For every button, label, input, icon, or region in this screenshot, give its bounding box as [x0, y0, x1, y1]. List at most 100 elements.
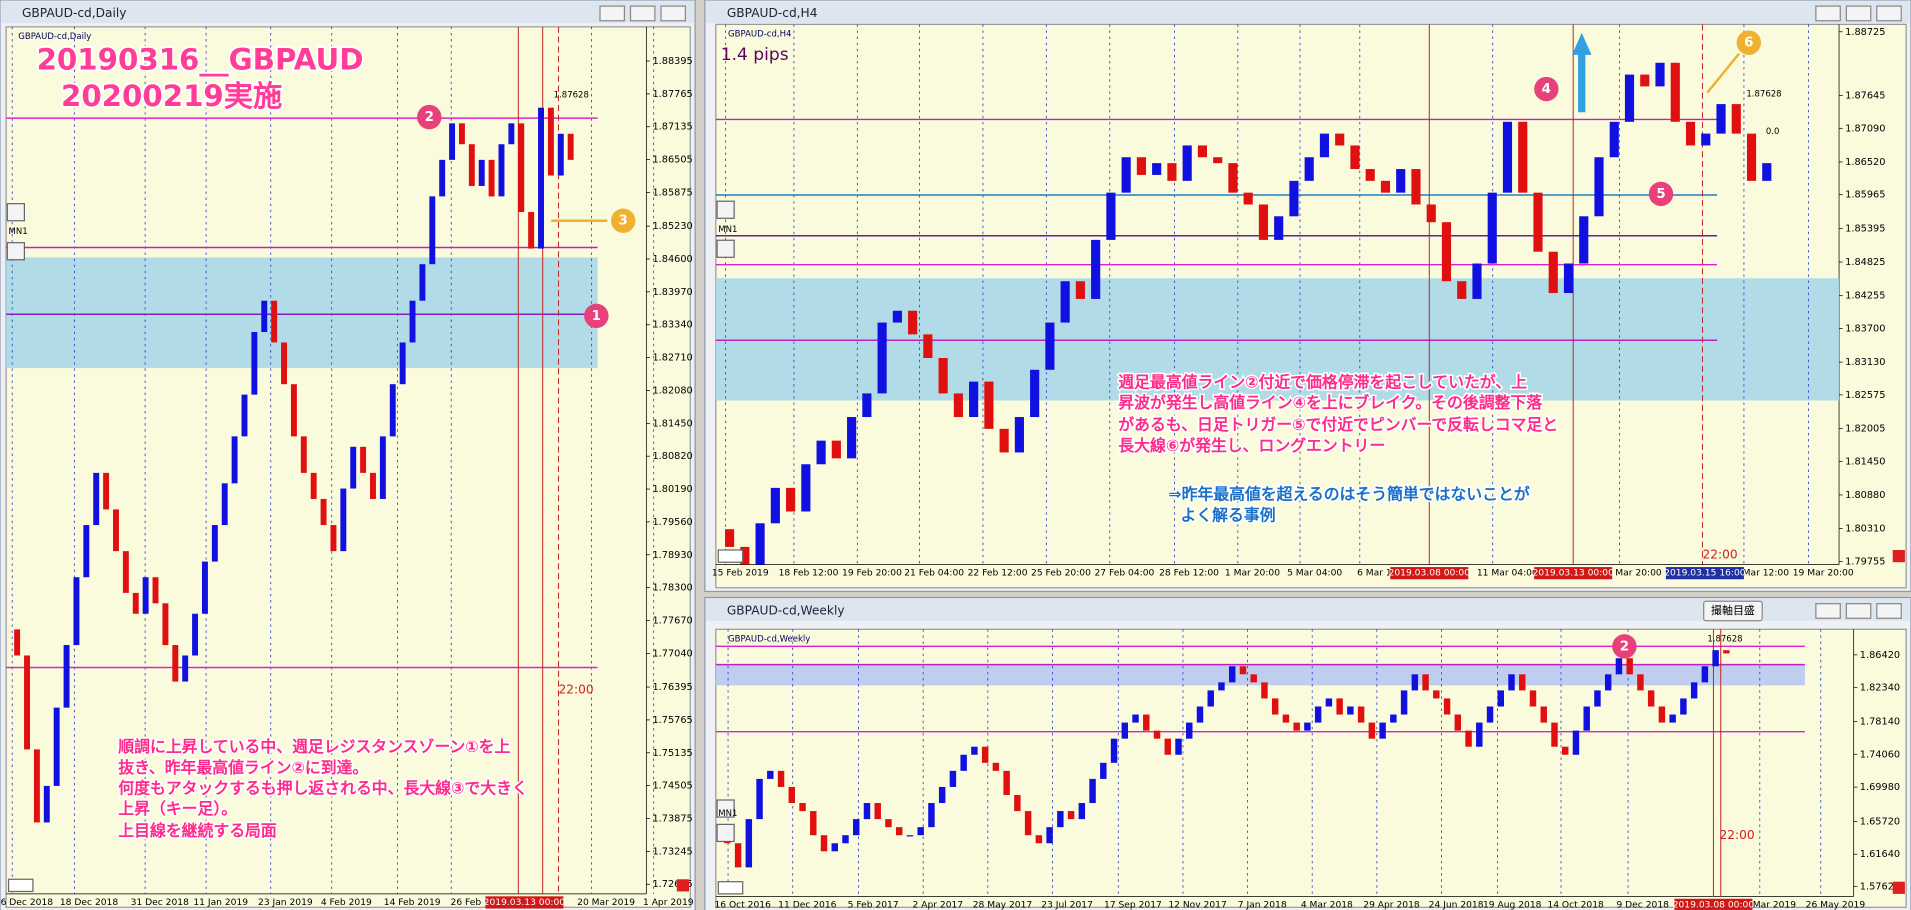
candle [389, 384, 396, 437]
x-tick-label: 27 Feb 04:00 [1094, 569, 1154, 579]
candle [518, 123, 525, 213]
candle [1609, 121, 1619, 158]
scroll-button[interactable] [716, 823, 735, 843]
x-tick-label: 1 Apr 2019 [643, 898, 694, 908]
candle [949, 770, 957, 787]
scroll-button[interactable] [6, 203, 26, 222]
window-button[interactable] [629, 5, 656, 22]
candle [1680, 698, 1687, 715]
headline: 20190316__GBPAUD [37, 42, 364, 76]
candle [1347, 706, 1354, 715]
candle [1060, 281, 1070, 323]
price-tag: 1.87628 [1707, 635, 1742, 645]
corner-icon [717, 549, 744, 563]
period-label: MN1 [718, 225, 737, 235]
candle [1106, 192, 1116, 240]
candle [1239, 666, 1247, 675]
y-tick-label: 1.86520 [1845, 157, 1885, 168]
candle [547, 107, 554, 176]
candle [350, 446, 357, 489]
price-tag: 1.87628 [554, 91, 589, 101]
price-tag: 0.0 [1766, 127, 1780, 137]
y-tick-label: 1.87645 [1845, 91, 1885, 102]
candle [885, 819, 892, 828]
window-button[interactable] [599, 5, 626, 22]
y-tick-label: 1.77040 [652, 648, 692, 659]
scroll-button[interactable] [6, 242, 26, 261]
candle [1723, 650, 1730, 654]
candle [1685, 121, 1696, 146]
badge-label: 1 [592, 309, 601, 324]
candle [1716, 104, 1726, 134]
candle [786, 487, 796, 512]
candle [1143, 714, 1150, 731]
x-tick-label: 6 Mar 1 [1357, 569, 1392, 579]
candle [1518, 121, 1528, 193]
candle [122, 551, 129, 593]
candle [1497, 690, 1504, 707]
window-button[interactable] [1845, 5, 1872, 22]
candle [992, 762, 1000, 771]
candle [83, 525, 90, 578]
button-label[interactable]: 撮軸目盛 [1711, 603, 1755, 617]
candle [1014, 417, 1024, 453]
corner-icon [1892, 881, 1905, 894]
window-button[interactable] [660, 5, 686, 22]
candle [770, 487, 780, 524]
window-button[interactable] [1845, 603, 1872, 619]
window-button[interactable] [1815, 5, 1841, 22]
y-tick-label: 1.76395 [652, 682, 692, 693]
candle [1465, 730, 1472, 747]
y-tick-label: 1.75135 [652, 748, 692, 759]
y-tick-label: 1.79560 [652, 517, 692, 528]
candle [360, 446, 367, 473]
window-button[interactable] [1815, 603, 1841, 619]
candle [847, 417, 857, 459]
scroll-button[interactable] [716, 799, 735, 818]
badge-label: 6 [1744, 36, 1753, 51]
window-title: GBPAUD-cd,H4 [727, 6, 818, 20]
note: 昇波が発生し高値ライン④を上にブレイク。その後調整下落 [1118, 393, 1542, 412]
window-button[interactable] [1876, 603, 1902, 619]
candle [928, 803, 935, 828]
candle [863, 803, 871, 820]
y-tick-label: 1.80820 [652, 451, 692, 462]
candle [43, 785, 50, 823]
x-tick-label: 14 Oct 2018 [1547, 900, 1604, 910]
y-tick-label: 1.65720 [1860, 816, 1900, 827]
scroll-button[interactable] [716, 239, 735, 258]
scroll-button[interactable] [716, 200, 735, 219]
button[interactable] [1703, 600, 1763, 622]
candle [1325, 698, 1333, 707]
x-tick-label: 12 Nov 2017 [1168, 900, 1227, 910]
candle [862, 393, 872, 418]
period-label: MN1 [9, 227, 28, 237]
chart-label: GBPAUD-cd,Weekly [728, 635, 810, 645]
candle [1762, 163, 1772, 181]
note: 長大線⑥が発生し、ロングエントリー [1118, 436, 1385, 455]
y-tick-label: 1.82005 [1845, 424, 1885, 435]
x-tick-label: 7 Jan 2018 [1238, 900, 1287, 910]
y-tick-label: 1.82575 [1845, 390, 1885, 401]
marker-box [1674, 898, 1753, 910]
candle [1078, 803, 1086, 820]
x-tick-label: 11 Mar 04:00 [1477, 569, 1538, 579]
candle [399, 342, 406, 385]
candle [1153, 730, 1161, 739]
candle [969, 381, 979, 418]
y-tick-label: 1.87765 [652, 89, 692, 100]
x-tick-label: 26 Feb [451, 898, 482, 908]
y-tick-label: 1.82710 [652, 353, 692, 364]
candle [1411, 169, 1421, 205]
zone [6, 257, 598, 369]
note: 何度もアタックするも押し返される中、長大線③で大きく [118, 779, 528, 798]
candle [1457, 281, 1467, 299]
candle [1045, 322, 1055, 370]
y-tick-label: 1.87135 [652, 122, 692, 133]
marker-label: 2019.03.13 00:00 [1532, 569, 1614, 579]
candle [1091, 239, 1101, 299]
window-button[interactable] [1876, 5, 1902, 22]
x-tick-label: 2 Apr 2017 [913, 900, 964, 910]
y-tick-label: 1.79755 [1845, 556, 1885, 567]
candle [1594, 690, 1601, 707]
